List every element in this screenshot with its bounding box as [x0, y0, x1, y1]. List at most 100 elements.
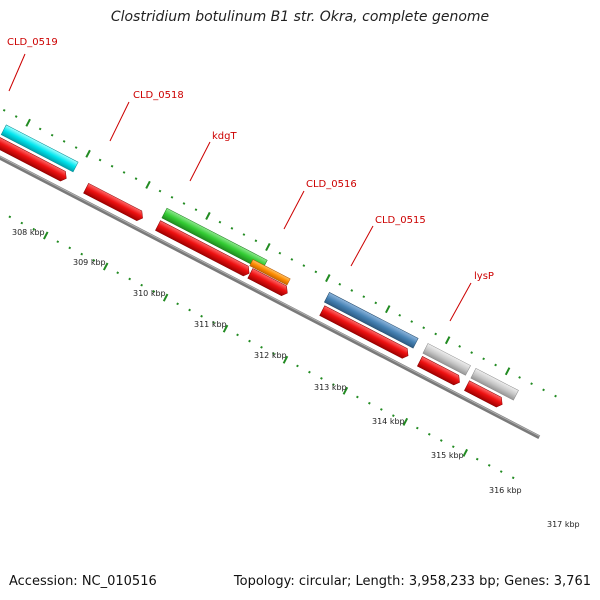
scale-tick-major: [282, 355, 289, 364]
scale-tick-minor: [350, 289, 354, 292]
scale-tick-major: [504, 367, 511, 376]
scale-tick-major: [385, 305, 391, 314]
cds-feature: [83, 182, 143, 221]
scale-tick-minor: [236, 333, 239, 337]
cds-feature: [0, 135, 67, 182]
scale-tick-minor: [182, 202, 186, 205]
scale-tick-minor: [56, 240, 60, 244]
scale-tick-major: [222, 324, 229, 333]
gene-label: CLD_0518: [133, 90, 184, 101]
gene-label: CLD_0519: [7, 37, 58, 48]
gene-feature-CLD_0515: [249, 259, 291, 286]
scale-tick-major: [444, 336, 451, 345]
scale-tick-minor: [14, 115, 18, 118]
gene-track: [0, 124, 519, 401]
scale-tick-minor: [368, 401, 371, 405]
scale-tick-minor: [116, 271, 120, 275]
scale-tick-minor: [362, 295, 366, 299]
kbp-label: 315 kbp: [431, 451, 464, 460]
inner-scale-ticks: [8, 215, 515, 480]
gene-feature-grey: [470, 367, 519, 401]
kbp-label: 310 kbp: [133, 289, 166, 298]
scale-tick-minor: [254, 239, 258, 243]
scale-tick-major: [325, 274, 331, 283]
scale-tick-minor: [188, 308, 191, 312]
scale-tick-minor: [434, 332, 438, 336]
scale-tick-minor: [542, 388, 545, 392]
scale-tick-major: [402, 417, 409, 426]
scale-tick-minor: [415, 426, 419, 430]
gene-label: CLD_0515: [375, 215, 426, 226]
kbp-label: 308 kbp: [12, 228, 45, 237]
cds-track: [0, 135, 503, 408]
scale-tick-minor: [458, 345, 462, 348]
cds-feature: [247, 268, 288, 296]
scale-tick-minor: [230, 227, 234, 230]
scale-tick-minor: [332, 383, 335, 386]
scale-tick-minor: [278, 251, 282, 255]
scale-tick-minor: [200, 314, 203, 318]
kbp-label: 313 kbp: [314, 383, 347, 392]
cds-feature: [416, 356, 460, 386]
scale-tick-minor: [427, 432, 431, 436]
scale-tick-minor: [2, 108, 6, 112]
gene-labels: CLD_0519 CLD_0518 kdgT CLD_0516 CLD_0515…: [7, 37, 494, 282]
scale-tick-minor: [158, 189, 162, 193]
scale-tick-minor: [475, 457, 479, 461]
kbp-label: 312 kbp: [254, 351, 287, 360]
kbp-label: 309 kbp: [73, 258, 106, 267]
outer-scale-ticks: [2, 108, 557, 398]
genome-backbone: [0, 122, 541, 440]
scale-tick-major: [205, 211, 211, 220]
gene-feature-lysP: [323, 292, 419, 349]
scale-tick-minor: [194, 208, 198, 212]
scale-tick-minor: [314, 270, 318, 274]
scale-tick-minor: [50, 133, 54, 137]
gene-label: CLD_0516: [306, 179, 357, 190]
genome-backbone-highlight: [0, 122, 540, 437]
kbp-label: 317 kbp: [547, 520, 580, 529]
kbp-label: 314 kbp: [372, 417, 405, 426]
scale-tick-major: [462, 448, 468, 457]
scale-tick-minor: [176, 302, 179, 306]
scale-tick-minor: [530, 382, 533, 386]
scale-tick-major: [43, 231, 49, 240]
scale-tick-minor: [374, 301, 378, 305]
scale-tick-minor: [128, 277, 132, 281]
scale-tick-minor: [554, 394, 557, 398]
scale-tick-major: [102, 262, 109, 271]
scale-tick-minor: [248, 339, 251, 343]
scale-tick-minor: [470, 351, 473, 354]
gene-feature-CLD_0518: [0, 124, 79, 173]
scale-tick-minor: [80, 252, 84, 256]
scale-tick-minor: [68, 246, 72, 250]
scale-tick-minor: [451, 445, 455, 449]
genome-summary-text: Topology: circular; Length: 3,958,233 bp…: [233, 574, 591, 589]
scale-tick-minor: [422, 326, 426, 330]
scale-tick-major: [25, 118, 31, 127]
scale-tick-minor: [290, 258, 294, 261]
scale-tick-minor: [140, 283, 143, 287]
scale-tick-minor: [134, 177, 138, 180]
gene-label-leaders: [8, 53, 472, 322]
scale-tick-minor: [98, 158, 102, 162]
scale-tick-minor: [74, 146, 78, 149]
scale-tick-minor: [308, 370, 311, 374]
scale-tick-major: [265, 242, 271, 252]
scale-tick-minor: [38, 127, 42, 131]
cds-feature: [319, 305, 409, 359]
scale-tick-minor: [218, 220, 222, 224]
scale-tick-minor: [410, 320, 414, 323]
map-title: Clostridium botulinum B1 str. Okra, comp…: [110, 9, 490, 25]
scale-tick-major: [342, 386, 349, 395]
gene-feature-grey: [422, 343, 471, 376]
scale-tick-major: [145, 180, 151, 189]
accession-text: Accession: NC_010516: [9, 574, 157, 589]
scale-tick-minor: [296, 364, 299, 368]
scale-tick-minor: [272, 352, 275, 355]
scale-tick-minor: [518, 376, 521, 379]
scale-tick-minor: [260, 345, 263, 349]
scale-tick-major: [85, 149, 91, 158]
scale-tick-minor: [62, 140, 66, 143]
